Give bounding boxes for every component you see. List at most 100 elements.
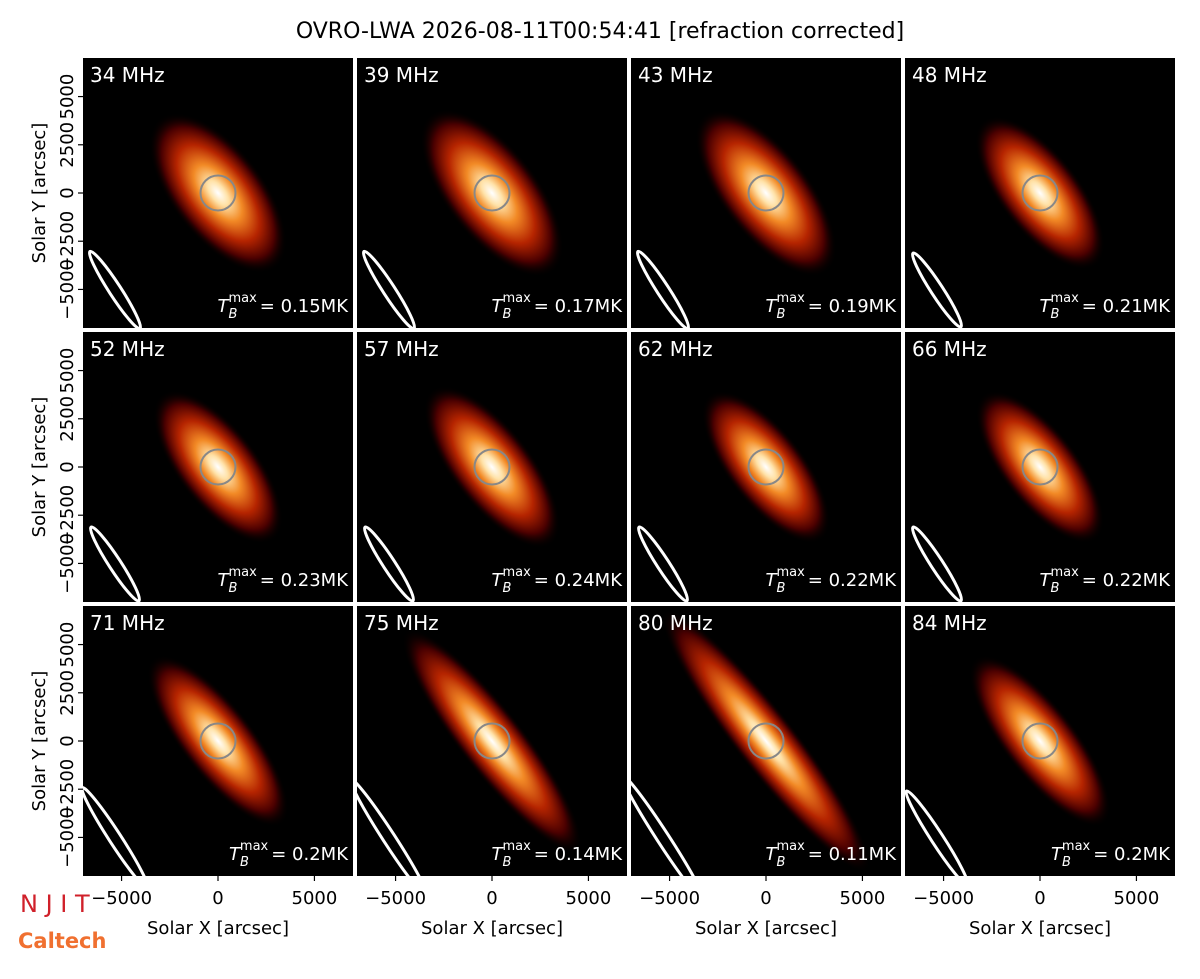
x-tick-label: 0 — [1034, 888, 1045, 909]
beam — [87, 249, 143, 328]
solar-disk — [199, 722, 237, 760]
x-tick-label: 5000 — [840, 888, 886, 909]
x-tick-label: −5000 — [639, 888, 700, 909]
tmax-symbol: T — [1051, 844, 1064, 865]
solar-disk — [473, 174, 511, 212]
freq-label: 34 MHz — [90, 63, 165, 87]
logo-njit: N J I T — [20, 890, 90, 918]
y-axis-label: Solar Y [arcsec] — [29, 671, 50, 812]
solar-disk — [1021, 722, 1059, 760]
tmax-value: = 0.22MK — [1082, 570, 1171, 591]
tmax-symbol: T — [492, 844, 505, 865]
panel: 66 MHz TBmax = 0.22MK — [905, 332, 1175, 602]
beam — [905, 789, 970, 876]
emission — [420, 109, 564, 277]
tmax-symbol: T — [766, 296, 779, 317]
panel: 80 MHz TBmax = 0.11MK — [631, 606, 901, 876]
freq-label: 39 MHz — [364, 63, 439, 87]
tmax-sup: max — [776, 565, 805, 580]
tmax-sup: max — [1050, 565, 1079, 580]
tmax-sup: max — [240, 839, 269, 854]
tmax-sup: max — [502, 839, 531, 854]
freq-label: 62 MHz — [638, 337, 713, 361]
tmax-sup: max — [1062, 839, 1091, 854]
emission — [147, 655, 289, 827]
panel: 39 MHz TBmax = 0.17MK — [357, 58, 627, 328]
x-tick-label: 0 — [212, 888, 223, 909]
panel: 71 MHz TBmax = 0.2MK — [83, 606, 353, 876]
tmax-value: = 0.2MK — [1093, 844, 1171, 865]
tmax-symbol: T — [766, 570, 779, 591]
y-tick-label: −2500 — [57, 759, 78, 820]
tmax-sub: B — [777, 581, 786, 596]
tmax-label: TBmax = 0.21MK — [1040, 291, 1172, 322]
beam — [363, 525, 415, 602]
tmax-sub: B — [777, 855, 786, 870]
tmax-symbol: T — [492, 296, 505, 317]
tmax-label: TBmax = 0.22MK — [1040, 565, 1172, 596]
panel: 48 MHz TBmax = 0.21MK — [905, 58, 1175, 328]
tmax-sup: max — [502, 291, 531, 306]
freq-label: 57 MHz — [364, 337, 439, 361]
beam — [361, 249, 417, 328]
y-tick-label: 2500 — [57, 122, 78, 168]
tmax-sup: max — [502, 565, 531, 580]
solar-disk — [1021, 448, 1059, 486]
emission — [661, 609, 871, 873]
y-tick-label: −2500 — [57, 485, 78, 546]
solar-disk — [747, 174, 785, 212]
y-tick-label: −2500 — [57, 211, 78, 272]
emission — [695, 109, 837, 277]
emission — [701, 390, 831, 544]
freq-label: 84 MHz — [912, 611, 987, 635]
tmax-symbol: T — [218, 296, 231, 317]
tmax-sub: B — [229, 307, 238, 322]
panel: 43 MHz TBmax = 0.19MK — [631, 58, 901, 328]
panel: 75 MHz TBmax = 0.14MK — [357, 606, 627, 876]
x-tick-label: −5000 — [365, 888, 426, 909]
tmax-value: = 0.22MK — [808, 570, 897, 591]
tmax-label: TBmax = 0.24MK — [492, 565, 624, 596]
y-tick-label: 0 — [57, 461, 78, 472]
x-axis-label: Solar X [arcsec] — [695, 918, 837, 939]
tmax-symbol: T — [1040, 570, 1053, 591]
panel: 34 MHz TBmax = 0.15MK — [83, 58, 353, 328]
panel: 84 MHz TBmax = 0.2MK — [905, 606, 1175, 876]
x-tick-label: −5000 — [91, 888, 152, 909]
x-tick-label: 5000 — [292, 888, 338, 909]
emission — [149, 112, 287, 274]
solar-disk — [1021, 174, 1059, 212]
tmax-symbol: T — [492, 570, 505, 591]
solar-disk — [473, 448, 511, 486]
y-axis-label: Solar Y [arcsec] — [29, 397, 50, 538]
tmax-sup: max — [776, 291, 805, 306]
y-tick-label: 2500 — [57, 396, 78, 442]
y-tick-label: −5000 — [57, 533, 78, 594]
tmax-sub: B — [503, 855, 512, 870]
tmax-label: TBmax = 0.15MK — [218, 291, 350, 322]
tmax-sub: B — [1051, 581, 1060, 596]
x-tick-label: 5000 — [1114, 888, 1160, 909]
freq-label: 52 MHz — [90, 337, 165, 361]
tmax-value: = 0.11MK — [808, 844, 897, 865]
y-tick-label: 5000 — [57, 74, 78, 120]
beam — [357, 777, 429, 876]
tmax-label: TBmax = 0.19MK — [766, 291, 898, 322]
x-tick-label: −5000 — [913, 888, 974, 909]
panel: 62 MHz TBmax = 0.22MK — [631, 332, 901, 602]
beam — [911, 251, 963, 328]
x-axis-label: Solar X [arcsec] — [147, 918, 289, 939]
y-axis-label: Solar Y [arcsec] — [29, 123, 50, 264]
tmax-sup: max — [228, 291, 257, 306]
tmax-sub: B — [777, 307, 786, 322]
freq-label: 80 MHz — [638, 611, 713, 635]
x-axis-label: Solar X [arcsec] — [421, 918, 563, 939]
tmax-sub: B — [240, 855, 249, 870]
x-axis-label: Solar X [arcsec] — [969, 918, 1111, 939]
tmax-label: TBmax = 0.17MK — [492, 291, 624, 322]
freq-label: 75 MHz — [364, 611, 439, 635]
solar-disk — [473, 722, 511, 760]
tmax-value: = 0.23MK — [260, 570, 349, 591]
beam — [637, 525, 689, 602]
beam — [83, 786, 150, 876]
